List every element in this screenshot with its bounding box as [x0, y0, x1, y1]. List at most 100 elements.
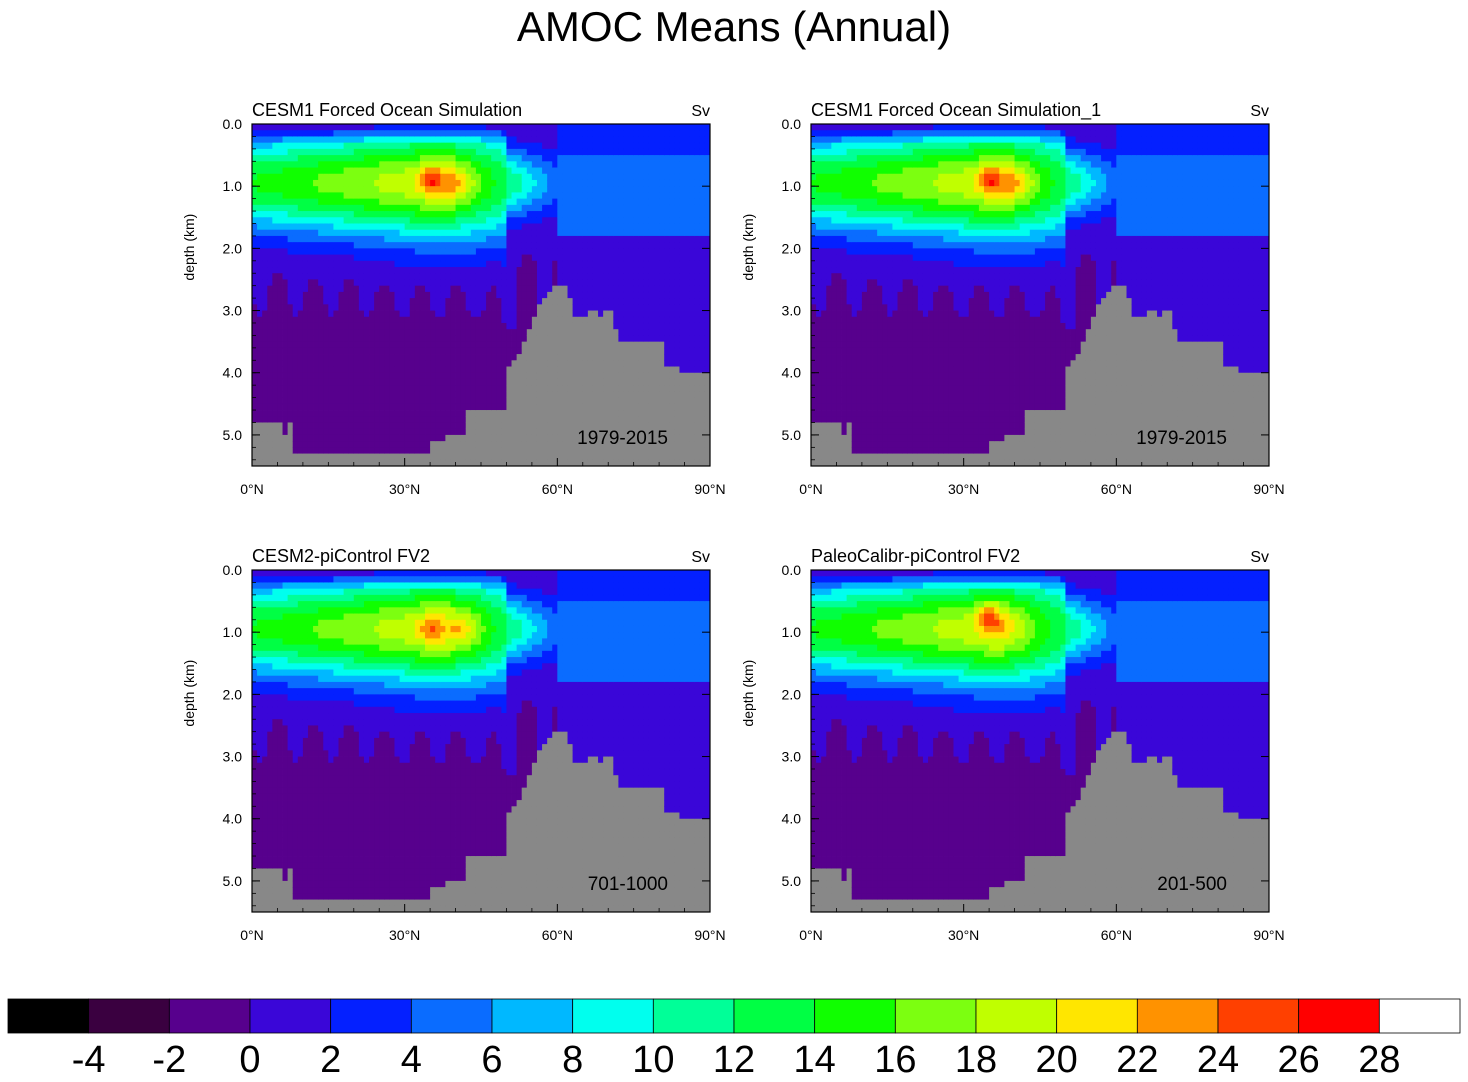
field-cell: [587, 422, 594, 430]
field-cell: [623, 217, 629, 224]
field-cell: [287, 242, 294, 249]
field-cell: [313, 124, 319, 131]
field-cell: [562, 242, 568, 249]
field-cell: [623, 310, 629, 318]
field-cell: [450, 391, 456, 398]
field-cell: [470, 416, 477, 423]
field-cell: [267, 186, 273, 193]
field-cell: [567, 136, 573, 144]
field-cell: [481, 260, 487, 268]
field-cell: [511, 434, 518, 442]
field-cell: [516, 130, 523, 137]
field-cell: [318, 354, 324, 361]
field-cell: [475, 378, 482, 386]
field-cell: [694, 148, 701, 156]
field-cell: [689, 192, 696, 200]
field-cell: [419, 179, 426, 187]
field-cell: [531, 378, 538, 386]
field-cell: [664, 397, 670, 405]
field-cell: [531, 316, 538, 324]
field-cell: [557, 173, 563, 181]
field-cell: [536, 124, 543, 131]
field-cell: [384, 385, 390, 392]
field-cell: [598, 416, 604, 423]
field-cell: [674, 385, 680, 392]
field-cell: [343, 447, 350, 454]
field-cell: [704, 354, 711, 361]
field-cell: [654, 310, 660, 318]
field-cell: [475, 161, 482, 168]
field-cell: [511, 217, 518, 224]
field-cell: [257, 285, 263, 293]
field-cell: [409, 310, 416, 318]
field-cell: [613, 416, 619, 423]
field-cell: [638, 179, 645, 187]
field-cell: [363, 198, 370, 206]
field-cell: [699, 273, 706, 280]
field-cell: [460, 254, 467, 262]
field-cell: [465, 285, 472, 293]
field-cell: [318, 192, 324, 200]
field-cell: [343, 273, 350, 280]
field-cell: [511, 322, 518, 330]
field-cell: [267, 372, 273, 380]
field-cell: [689, 310, 696, 318]
field-cell: [603, 223, 609, 231]
field-cell: [542, 186, 548, 193]
field-cell: [638, 217, 645, 224]
field-cell: [547, 410, 553, 417]
field-cell: [521, 372, 528, 380]
field-cell: [282, 291, 289, 299]
field-cell: [252, 422, 258, 430]
field-cell: [526, 229, 533, 237]
field-cell: [252, 260, 258, 268]
field-cell: [526, 279, 533, 287]
field-cell: [704, 428, 711, 436]
field-cell: [628, 447, 635, 454]
field-cell: [684, 291, 691, 299]
field-cell: [582, 192, 589, 200]
field-cell: [542, 267, 548, 274]
field-cell: [379, 354, 385, 361]
field-cell: [404, 248, 411, 255]
field-cell: [491, 329, 497, 336]
field-cell: [257, 204, 263, 212]
field-cell: [654, 291, 660, 299]
field-cell: [654, 397, 660, 405]
field-cell: [674, 130, 680, 137]
field-cell: [603, 273, 609, 280]
field-cell: [445, 124, 451, 131]
field-cell: [669, 211, 675, 218]
field-cell: [318, 273, 324, 280]
field-cell: [623, 416, 629, 423]
field-cell: [521, 136, 528, 144]
field-cell: [704, 347, 711, 355]
field-cell: [587, 235, 594, 243]
field-cell: [267, 335, 273, 343]
field-cell: [409, 416, 416, 423]
field-cell: [282, 304, 289, 311]
field-cell: [582, 273, 589, 280]
field-cell: [628, 422, 635, 430]
field-cell: [389, 322, 395, 330]
field-cell: [328, 385, 334, 392]
field-cell: [628, 173, 635, 181]
field-cell: [628, 267, 635, 274]
field-cell: [643, 422, 650, 430]
field-cell: [699, 167, 706, 175]
field-cell: [633, 229, 640, 237]
field-cell: [262, 148, 268, 156]
field-cell: [674, 304, 680, 311]
field-cell: [531, 428, 538, 436]
field-cell: [679, 391, 685, 398]
field-cell: [516, 254, 523, 262]
field-cell: [592, 347, 599, 355]
field-cell: [577, 341, 584, 349]
field-cell: [689, 148, 696, 156]
field-cell: [521, 304, 528, 311]
field-cell: [374, 217, 380, 224]
field-cell: [389, 397, 395, 405]
field-cell: [440, 335, 446, 343]
field-cell: [262, 385, 268, 392]
field-cell: [404, 310, 411, 318]
